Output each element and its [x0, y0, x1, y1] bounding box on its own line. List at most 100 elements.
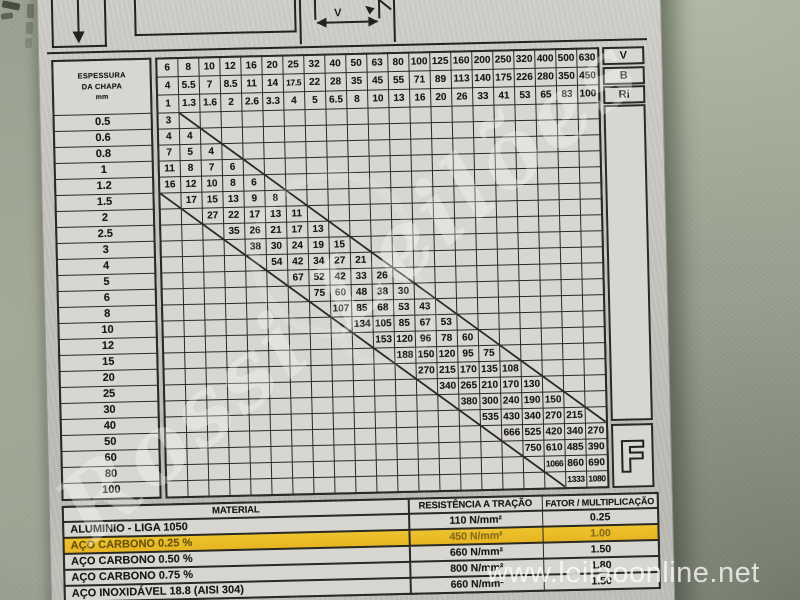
material-resistance: 660 N/mm²: [410, 543, 543, 561]
thickness-label: 1.2: [56, 177, 153, 195]
empty-cell: [542, 360, 563, 376]
header-cell: 450: [577, 67, 598, 85]
empty-cell: [560, 215, 580, 231]
force-cell: 67: [415, 315, 436, 331]
empty-cell: [541, 312, 562, 328]
empty-cell: [347, 108, 368, 124]
force-cell: 38: [245, 239, 266, 255]
force-cell: 150: [543, 392, 564, 408]
empty-cell: [331, 317, 352, 333]
empty-cell: [207, 400, 228, 416]
empty-cell: [515, 104, 536, 120]
material-factor: 1.50: [544, 572, 659, 590]
thickness-label: 100: [63, 481, 160, 499]
empty-cell: [350, 220, 370, 236]
empty-cell: [225, 271, 246, 287]
empty-cell: [539, 248, 560, 264]
empty-cell: [418, 443, 439, 459]
thickness-corner-cell: ESPESSURA DA CHAPA mm: [53, 59, 151, 115]
force-cell: 75: [479, 345, 499, 361]
material-factor: 1.80: [544, 556, 659, 574]
header-cell: 32: [304, 55, 325, 73]
empty-cell: [411, 155, 432, 171]
empty-cell: [285, 158, 306, 174]
header-cell: 5.5: [178, 76, 199, 94]
empty-cell: [499, 313, 520, 329]
empty-cell: [542, 344, 562, 360]
empty-cell: [523, 456, 544, 472]
header-cell: 226: [514, 68, 535, 86]
wall-stamp-mark: [27, 4, 34, 18]
force-cell: 13: [308, 221, 328, 237]
empty-cell: [392, 219, 412, 235]
empty-cell: [433, 202, 454, 218]
force-cell: 170: [458, 362, 479, 378]
empty-cell: [355, 428, 375, 444]
header-cell: 80: [388, 53, 409, 71]
empty-cell: [312, 413, 333, 429]
empty-cell: [521, 344, 541, 360]
empty-cell: [208, 464, 229, 480]
empty-cell: [456, 266, 477, 282]
empty-cell: [434, 218, 454, 234]
empty-cell: [271, 446, 292, 462]
empty-cell: [183, 272, 204, 288]
empty-cell: [413, 219, 433, 235]
empty-cell: [410, 123, 431, 139]
empty-cell: [181, 208, 202, 224]
empty-cell: [482, 473, 502, 489]
force-cell: 24: [287, 238, 308, 254]
empty-cell: [250, 431, 270, 447]
force-symbol-letter: F: [618, 432, 647, 480]
wall-stamp-mark: [26, 22, 33, 34]
punch-outline: [102, 0, 107, 47]
material-table: MATERIAL RESISTÊNCIA A TRAÇÃO FATOR / MULT…: [61, 491, 661, 600]
empty-cell: [208, 432, 228, 448]
force-cell: 26: [372, 268, 393, 284]
empty-cell: [247, 303, 267, 319]
empty-cell: [432, 170, 453, 186]
empty-cell: [264, 158, 285, 174]
empty-cell: [353, 364, 374, 380]
empty-cell: [251, 479, 272, 495]
force-cell: 12: [181, 176, 201, 192]
empty-cell: [263, 110, 284, 126]
empty-cell: [398, 475, 418, 491]
header-cell: 140: [472, 69, 493, 87]
empty-cell: [228, 415, 249, 431]
empty-cell: [438, 426, 459, 442]
empty-cell: [271, 462, 292, 478]
material-resistance: 800 N/mm²: [410, 559, 543, 577]
empty-cell: [291, 414, 312, 430]
empty-cell: [204, 288, 225, 304]
empty-cell: [539, 232, 560, 248]
material-resistance: 110 N/mm²: [409, 511, 542, 529]
empty-cell: [200, 128, 221, 144]
empty-cell: [412, 203, 433, 219]
empty-cell: [249, 399, 270, 415]
force-cell: 17: [244, 207, 265, 223]
empty-cell: [562, 311, 583, 327]
empty-cell: [414, 267, 435, 283]
empty-cell: [165, 401, 186, 417]
force-cell: 13: [265, 206, 286, 222]
empty-cell: [310, 301, 330, 317]
force-cell: 52: [309, 269, 330, 285]
thickness-label: 0.8: [55, 145, 152, 163]
force-cell: 215: [437, 362, 458, 378]
empty-cell: [581, 231, 602, 247]
empty-cell: [326, 109, 347, 125]
header-cell: 55: [388, 71, 409, 89]
empty-cell: [187, 448, 208, 464]
empty-cell: [397, 443, 418, 459]
empty-cell: [184, 304, 204, 320]
metal-plate: V ESPESSURA DA CHAPA mm 0.5 0.6 0.8 1 1.2 1.5…: [35, 0, 677, 600]
empty-cell: [558, 167, 579, 183]
force-cell: 610: [544, 440, 565, 456]
empty-cell: [495, 137, 516, 153]
empty-cell: [434, 250, 455, 266]
force-cell: 4: [158, 129, 179, 145]
empty-cell: [292, 446, 313, 462]
empty-cell: [435, 282, 456, 298]
force-cell: 75: [309, 285, 330, 301]
